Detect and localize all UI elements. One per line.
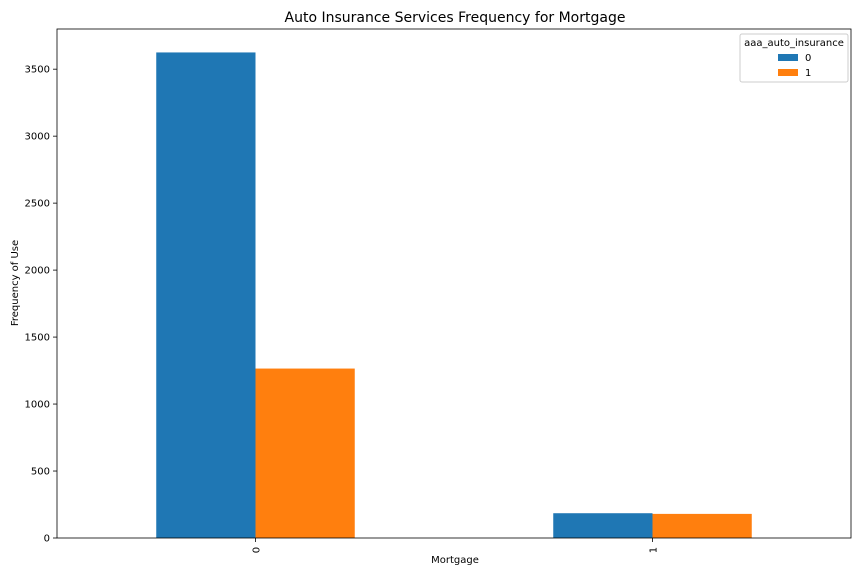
bar-0-series-1 [255,368,355,538]
bar-0-series-0 [156,52,256,538]
x-tick-label: 0 [252,547,263,553]
y-tick-label: 2000 [25,266,50,277]
y-axis-label: Frequency of Use [10,240,21,326]
y-tick-label: 1500 [25,333,50,344]
y-tick-label: 2500 [25,199,50,210]
legend-swatch-0 [778,54,798,61]
axes-frame [56,28,852,539]
legend-title: aaa_auto_insurance [744,38,844,49]
bar-1-series-0 [553,513,653,538]
chart-title: Auto Insurance Services Frequency for Mo… [285,10,626,26]
x-axis-label: Mortgage [431,555,479,566]
bar-1-series-1 [652,513,752,538]
y-tick-label: 3500 [25,65,50,76]
legend-swatch-1 [778,69,798,76]
legend: aaa_auto_insurance 0 1 [739,33,849,83]
y-tick-label: 500 [31,467,50,478]
x-tick-label: 1 [649,547,660,553]
legend-label-1: 1 [805,68,811,79]
legend-label-0: 0 [805,53,811,64]
y-tick-label: 1000 [25,400,50,411]
y-tick-label: 3000 [25,132,50,143]
plot-area: 0 1 0 500 1000 1500 2000 2500 3000 3500 [25,28,852,553]
y-tick-label: 0 [44,534,50,545]
